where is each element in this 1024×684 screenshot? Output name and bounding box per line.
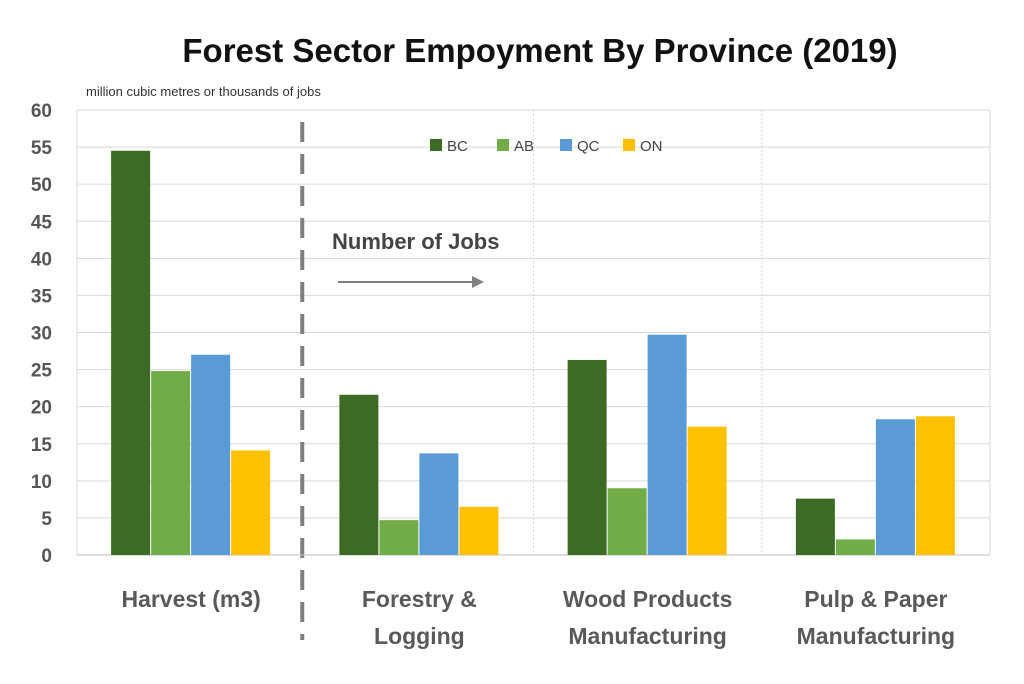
category-label: Manufacturing	[568, 623, 726, 649]
bar-on	[687, 426, 727, 555]
y-tick-label: 60	[31, 101, 52, 122]
bars	[111, 150, 955, 555]
category-label: Harvest (m3)	[121, 586, 260, 612]
category-label: Pulp & Paper	[804, 586, 947, 612]
legend-label: ON	[640, 138, 663, 155]
annotation: Number of Jobs	[332, 229, 499, 288]
legend-swatch-ab	[497, 139, 509, 151]
category-label: Logging	[374, 623, 465, 649]
legend-swatch-bc	[430, 139, 442, 151]
y-tick-label: 0	[41, 546, 52, 567]
category-label: Forestry &	[362, 586, 477, 612]
bar-qc	[191, 354, 231, 555]
bar-bc	[339, 394, 379, 555]
annotation-text: Number of Jobs	[332, 229, 499, 254]
legend-label: BC	[447, 138, 468, 155]
y-tick-label: 35	[31, 286, 53, 307]
y-tick-label: 40	[31, 249, 52, 270]
bar-on	[459, 506, 499, 555]
legend-swatch-qc	[560, 139, 572, 151]
legend-label: AB	[514, 138, 534, 155]
bar-qc	[419, 453, 459, 555]
bar-bc	[111, 150, 151, 555]
y-tick-label: 45	[31, 212, 53, 233]
bar-qc	[875, 419, 915, 555]
bar-bc	[795, 498, 835, 555]
y-tick-label: 50	[31, 175, 52, 196]
y-tick-label: 10	[31, 472, 52, 493]
y-tick-label: 5	[41, 509, 52, 530]
y-tick-label: 30	[31, 324, 52, 345]
bar-bc	[567, 359, 607, 555]
y-tick-label: 15	[31, 435, 53, 456]
legend-label: QC	[577, 138, 600, 155]
y-tick-label: 20	[31, 398, 52, 419]
bar-on	[231, 450, 271, 555]
legend-swatch-on	[623, 139, 635, 151]
legend: BC AB QC ON	[430, 138, 663, 155]
y-tick-label: 25	[31, 361, 53, 382]
bar-on	[915, 416, 955, 555]
bar-ab	[151, 371, 191, 555]
chart-title: Forest Sector Empoyment By Province (201…	[182, 32, 897, 69]
category-label: Manufacturing	[797, 623, 955, 649]
annotation-arrow-head	[472, 276, 484, 288]
bar-ab	[835, 539, 875, 555]
bar-ab	[607, 488, 647, 555]
y-tick-label: 55	[31, 138, 53, 159]
x-axis-categories: Harvest (m3) Forestry & Logging Wood Produc…	[121, 586, 955, 649]
y-axis-ticks: 0 5 10 15 20 25 30 35 40 45 50 55 60	[31, 101, 53, 567]
category-label: Wood Products	[563, 586, 733, 612]
bar-qc	[647, 334, 687, 555]
bar-ab	[379, 520, 419, 555]
y-axis-unit-label: million cubic metres or thousands of job…	[86, 84, 321, 99]
